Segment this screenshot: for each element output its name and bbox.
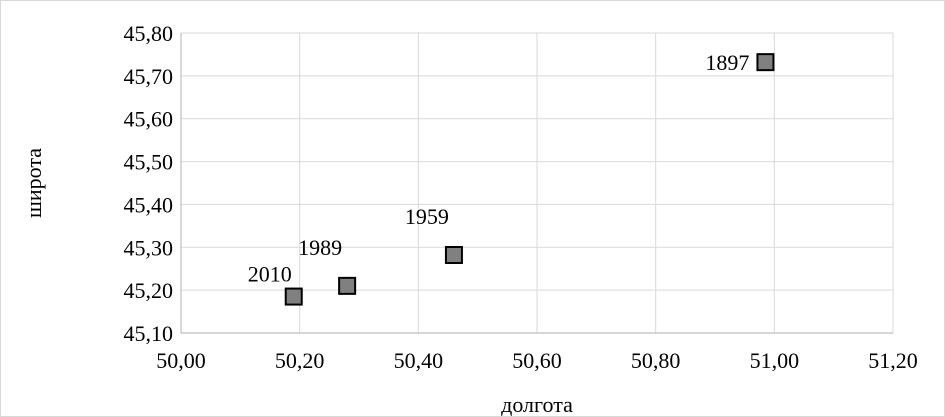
x-tick-label: 51,00 [750,348,800,373]
data-label: 1959 [405,204,449,229]
grid-lines [180,32,894,334]
x-tick-label: 50,60 [512,348,562,373]
data-point [338,276,357,295]
x-tick-label: 50,20 [275,348,325,373]
y-tick-label: 45,40 [124,192,174,217]
data-point [756,53,775,72]
y-tick-label: 45,70 [124,64,174,89]
data-point [284,287,303,306]
y-tick-labels: 45,10 45,20 45,30 45,40 45,50 45,60 45,70 45,80 [124,21,174,346]
data-label: 1897 [705,50,749,75]
y-tick-label: 45,30 [124,235,174,260]
data-label: 2010 [248,262,292,287]
data-points [284,53,775,306]
x-axis-title: долгота [501,392,573,416]
y-tick-label: 45,10 [124,321,174,346]
x-tick-label: 50,40 [394,348,444,373]
y-axis-title: широта [21,148,46,218]
axes [180,33,893,334]
x-tick-labels: 50,00 50,20 50,40 50,60 50,80 51,00 51,20 [156,348,918,373]
data-point [444,246,463,264]
y-tick-label: 45,60 [124,107,174,132]
y-tick-label: 45,80 [124,21,174,46]
x-tick-label: 50,00 [156,348,206,373]
data-label: 1989 [298,235,342,260]
x-tick-label: 50,80 [631,348,681,373]
y-tick-label: 45,20 [124,278,174,303]
y-tick-label: 45,50 [124,150,174,175]
x-tick-label: 51,20 [868,348,918,373]
